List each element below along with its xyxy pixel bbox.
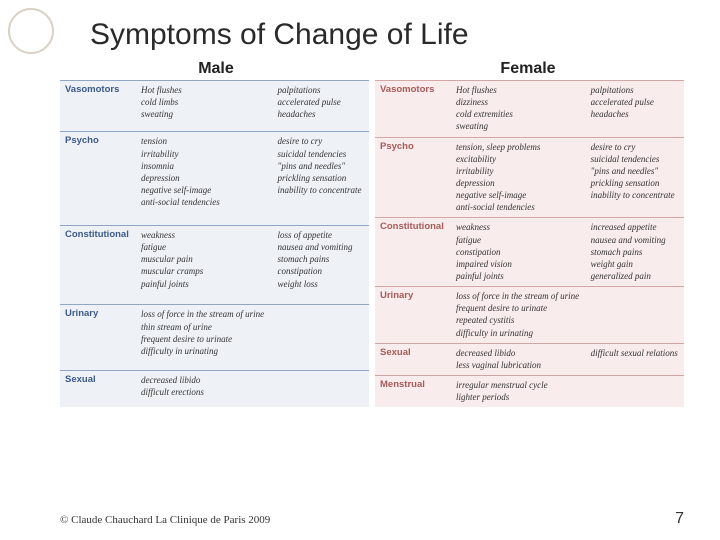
symptom-cell (586, 287, 684, 344)
symptom-cell (273, 370, 369, 407)
table-row: Sexualdecreased libidodifficult erection… (60, 370, 369, 407)
corner-decoration (8, 8, 54, 54)
symptom-cell: loss of force in the stream of urinefreq… (451, 287, 586, 344)
symptom-cell: loss of force in the stream of urinethin… (136, 305, 273, 370)
table-row: Urinaryloss of force in the stream of ur… (60, 305, 369, 370)
category-cell: Psycho (375, 137, 451, 218)
symptom-cell: irregular menstrual cyclelighter periods (451, 375, 586, 407)
symptom-cell: increased appetitenausea and vomitingsto… (586, 218, 684, 287)
symptom-cell: palpitationsaccelerated pulseheadaches (273, 81, 369, 132)
category-cell: Sexual (60, 370, 136, 407)
slide: Symptoms of Change of Life Male Female V… (0, 0, 720, 540)
page-number: 7 (675, 510, 684, 528)
male-table: VasomotorsHot flushescold limbssweatingp… (60, 80, 369, 407)
symptom-cell: tensionirritabilityinsomniadepressionneg… (136, 132, 273, 226)
table-row: VasomotorsHot flushesdizzinesscold extre… (375, 81, 684, 138)
table-row: Psychotension, sleep problemsexcitabilit… (375, 137, 684, 218)
category-cell: Vasomotors (375, 81, 451, 138)
symptom-cell: difficult sexual relations (586, 343, 684, 375)
symptom-cell: decreased libidodifficult erections (136, 370, 273, 407)
category-cell: Menstrual (375, 375, 451, 407)
table-row: Psychotensionirritabilityinsomniadepress… (60, 132, 369, 226)
symptom-cell: weaknessfatiguemuscular painmuscular cra… (136, 225, 273, 305)
symptom-cell: loss of appetitenausea and vomitingstoma… (273, 225, 369, 305)
category-cell: Constitutional (60, 225, 136, 305)
table-row: Sexualdecreased libidoless vaginal lubri… (375, 343, 684, 375)
tables-container: VasomotorsHot flushescold limbssweatingp… (60, 80, 684, 407)
male-header: Male (60, 60, 372, 78)
category-cell: Constitutional (375, 218, 451, 287)
category-cell: Urinary (375, 287, 451, 344)
symptom-cell: Hot flushesdizzinesscold extremitiesswea… (451, 81, 586, 138)
female-header: Female (372, 60, 684, 78)
symptom-cell: decreased libidoless vaginal lubrication (451, 343, 586, 375)
table-row: VasomotorsHot flushescold limbssweatingp… (60, 81, 369, 132)
symptom-cell: tension, sleep problemsexcitabilityirrit… (451, 137, 586, 218)
table-row: Menstrualirregular menstrual cyclelighte… (375, 375, 684, 407)
symptom-cell (273, 305, 369, 370)
female-table: VasomotorsHot flushesdizzinesscold extre… (375, 80, 684, 407)
symptom-cell (586, 375, 684, 407)
symptom-cell: palpitationsaccelerated pulseheadaches (586, 81, 684, 138)
symptom-cell: desire to crysuicidal tendencies"pins an… (586, 137, 684, 218)
category-cell: Psycho (60, 132, 136, 226)
copyright-text: © Claude Chauchard La Clinique de Paris … (60, 514, 270, 526)
table-row: Constitutionalweaknessfatigueconstipatio… (375, 218, 684, 287)
table-row: Constitutionalweaknessfatiguemuscular pa… (60, 225, 369, 305)
symptom-cell: Hot flushescold limbssweating (136, 81, 273, 132)
symptom-cell: weaknessfatigueconstipationimpaired visi… (451, 218, 586, 287)
symptom-cell: desire to crysuicidal tendencies"pins an… (273, 132, 369, 226)
column-headers: Male Female (60, 60, 684, 78)
table-row: Urinaryloss of force in the stream of ur… (375, 287, 684, 344)
category-cell: Vasomotors (60, 81, 136, 132)
slide-title: Symptoms of Change of Life (90, 18, 684, 52)
category-cell: Urinary (60, 305, 136, 370)
footer: © Claude Chauchard La Clinique de Paris … (60, 510, 684, 528)
category-cell: Sexual (375, 343, 451, 375)
